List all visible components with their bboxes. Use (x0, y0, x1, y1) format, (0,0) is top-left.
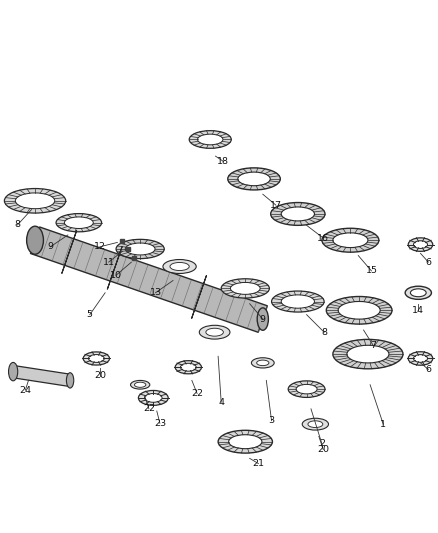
Text: 15: 15 (365, 266, 378, 276)
Ellipse shape (229, 435, 262, 449)
Text: 20: 20 (317, 445, 329, 454)
Ellipse shape (338, 302, 380, 319)
Ellipse shape (413, 354, 427, 362)
Ellipse shape (408, 352, 433, 365)
Ellipse shape (180, 364, 196, 371)
Text: 23: 23 (154, 419, 166, 428)
Ellipse shape (271, 203, 325, 225)
Text: 24: 24 (19, 385, 32, 394)
Ellipse shape (251, 358, 274, 368)
Ellipse shape (333, 233, 368, 247)
Ellipse shape (257, 360, 269, 366)
Ellipse shape (15, 193, 55, 209)
Ellipse shape (308, 421, 323, 427)
Polygon shape (62, 231, 77, 273)
Ellipse shape (410, 289, 426, 297)
Ellipse shape (125, 243, 155, 255)
Text: 3: 3 (268, 416, 275, 425)
Text: 8: 8 (14, 220, 21, 229)
Text: 22: 22 (191, 389, 203, 398)
Ellipse shape (56, 214, 102, 232)
Ellipse shape (333, 340, 403, 369)
Ellipse shape (189, 131, 231, 148)
Ellipse shape (199, 325, 230, 339)
Text: 4: 4 (218, 398, 224, 407)
Polygon shape (191, 276, 206, 319)
Text: 11: 11 (102, 257, 115, 266)
Text: 14: 14 (412, 306, 424, 315)
Ellipse shape (170, 262, 189, 271)
Ellipse shape (134, 382, 146, 387)
Ellipse shape (198, 134, 223, 145)
Polygon shape (107, 246, 122, 289)
Text: 10: 10 (110, 271, 122, 280)
Text: 13: 13 (149, 288, 162, 297)
Text: 21: 21 (252, 459, 265, 468)
Ellipse shape (238, 172, 270, 185)
Ellipse shape (228, 168, 280, 190)
Text: 2: 2 (319, 439, 325, 448)
Ellipse shape (326, 296, 392, 324)
Ellipse shape (322, 228, 379, 252)
Ellipse shape (163, 260, 196, 273)
Ellipse shape (281, 295, 314, 308)
Text: 9: 9 (260, 314, 266, 324)
Ellipse shape (302, 418, 328, 430)
Ellipse shape (272, 291, 324, 312)
Ellipse shape (138, 391, 168, 405)
Polygon shape (12, 366, 71, 386)
Ellipse shape (206, 328, 223, 336)
Text: 22: 22 (143, 405, 155, 414)
Ellipse shape (230, 282, 260, 294)
Ellipse shape (221, 279, 269, 298)
Text: 12: 12 (94, 243, 106, 251)
Polygon shape (31, 227, 267, 332)
Ellipse shape (175, 361, 201, 374)
Ellipse shape (131, 381, 150, 389)
Text: 18: 18 (217, 157, 230, 166)
Ellipse shape (145, 393, 162, 402)
Ellipse shape (8, 362, 18, 381)
Ellipse shape (64, 217, 93, 229)
Ellipse shape (4, 189, 66, 213)
Ellipse shape (257, 308, 268, 330)
Ellipse shape (67, 373, 74, 388)
Ellipse shape (347, 345, 389, 363)
Ellipse shape (281, 207, 314, 221)
Ellipse shape (288, 381, 325, 398)
Ellipse shape (408, 238, 433, 252)
Text: 5: 5 (87, 310, 93, 319)
Ellipse shape (83, 352, 110, 365)
Text: 20: 20 (94, 372, 106, 381)
Ellipse shape (413, 241, 427, 248)
Ellipse shape (405, 286, 431, 300)
Ellipse shape (116, 239, 164, 259)
Text: 8: 8 (321, 328, 327, 337)
Text: 9: 9 (47, 243, 53, 251)
Text: 17: 17 (270, 201, 282, 209)
Ellipse shape (27, 226, 43, 254)
Text: 16: 16 (317, 233, 329, 243)
Text: 6: 6 (425, 257, 431, 266)
Ellipse shape (218, 430, 272, 453)
Text: 6: 6 (425, 365, 431, 374)
Text: 1: 1 (380, 419, 386, 429)
Text: 7: 7 (370, 341, 376, 350)
Ellipse shape (88, 354, 104, 362)
Ellipse shape (296, 384, 317, 394)
